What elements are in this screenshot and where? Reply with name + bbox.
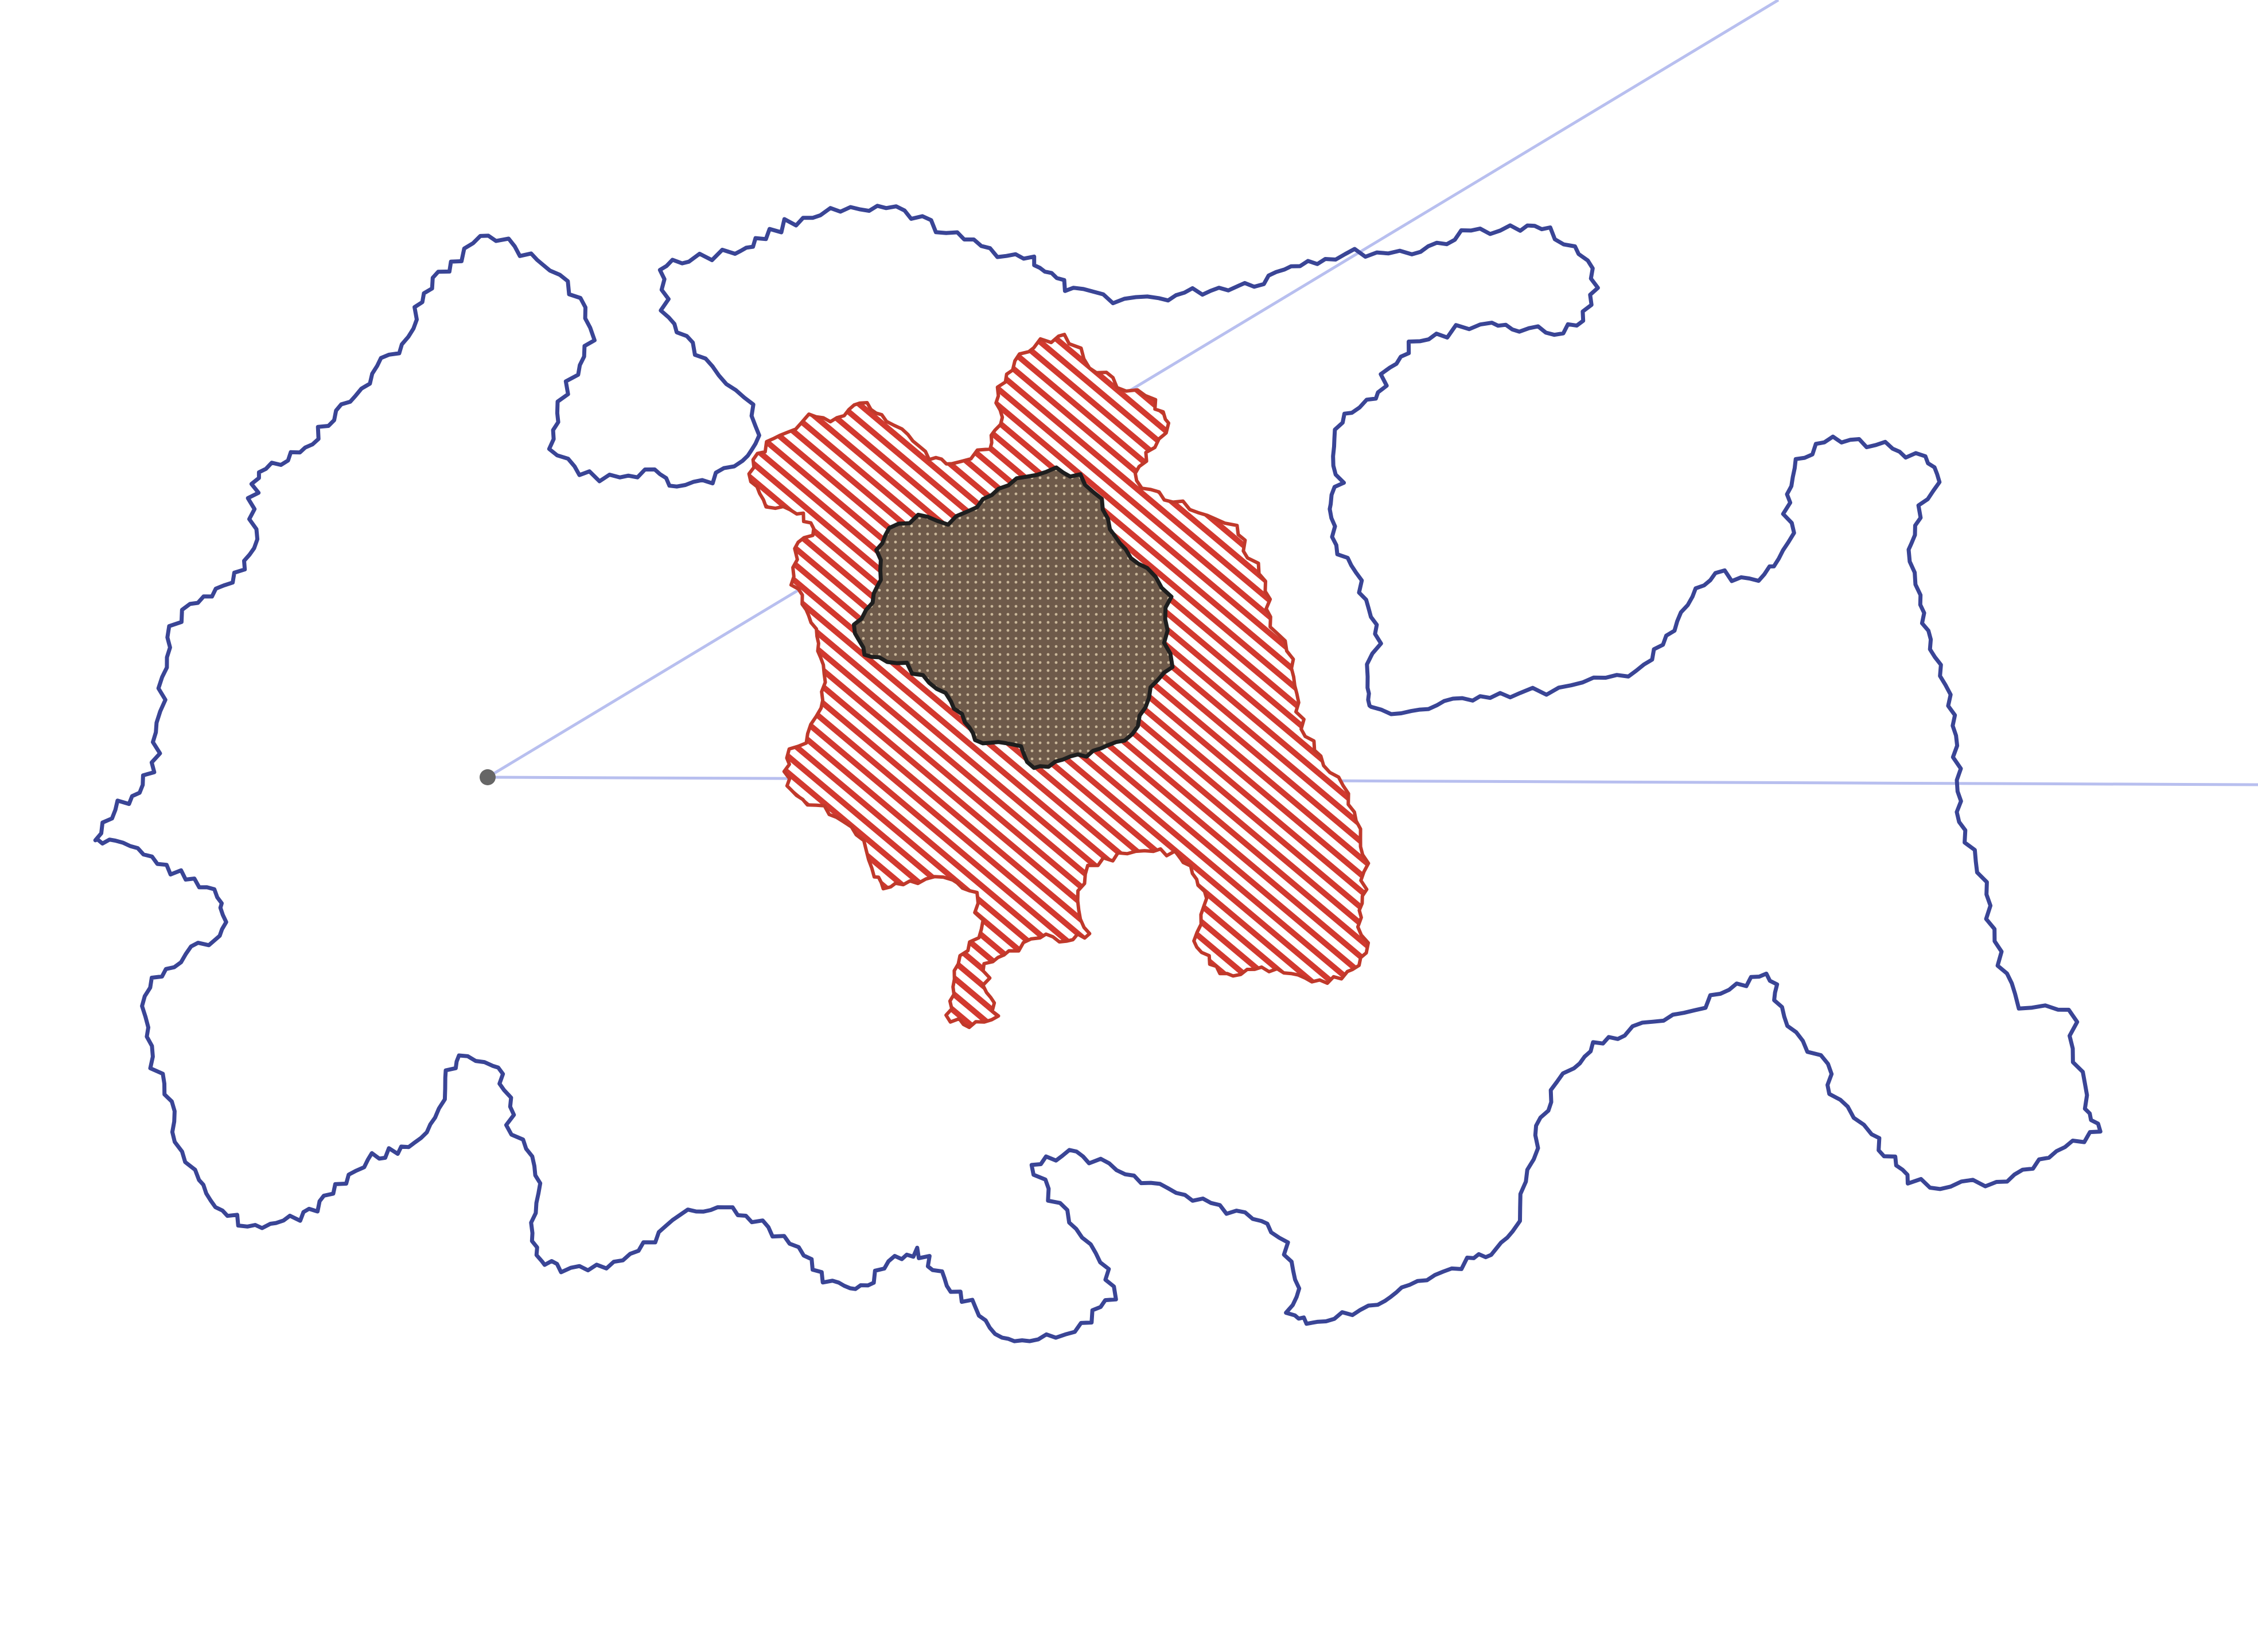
angle-vertex-point [480,769,496,785]
outer-region-outline [93,204,2103,1343]
inner-dotted-region [852,465,1175,770]
angle-ray-horizontal [487,776,2258,786]
